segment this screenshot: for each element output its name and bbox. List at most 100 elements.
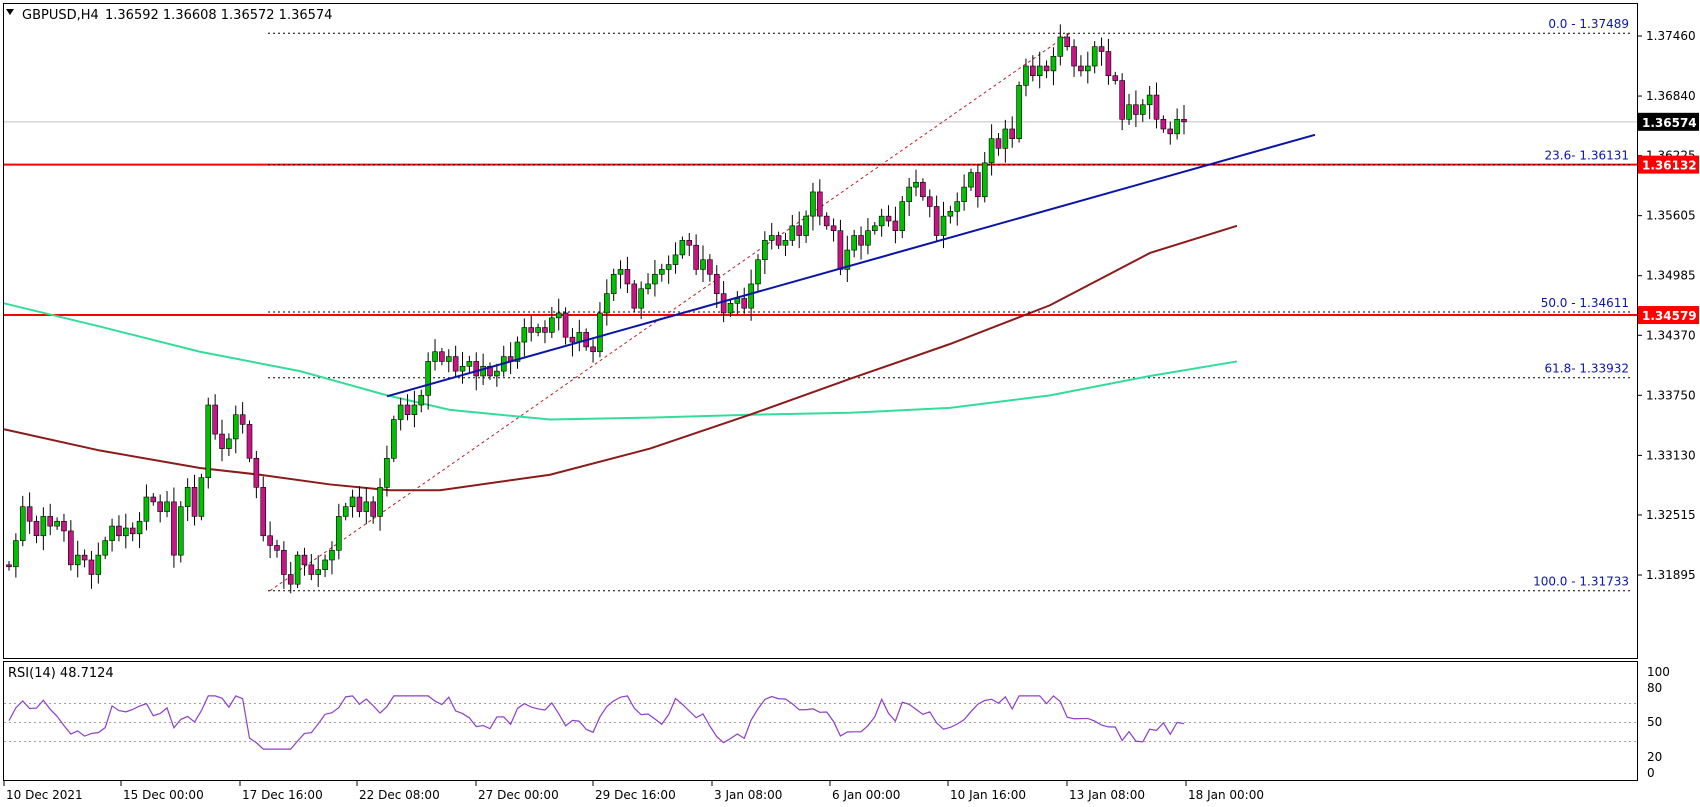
candle xyxy=(617,260,624,289)
candle-body xyxy=(1030,65,1036,77)
candle xyxy=(830,218,837,242)
candle-body xyxy=(33,520,40,537)
rsi-pane-frame xyxy=(3,661,1638,781)
candle xyxy=(123,513,129,549)
horizontal-lines xyxy=(4,121,1637,317)
candle-body xyxy=(54,520,60,527)
candle xyxy=(384,445,390,497)
candle-body xyxy=(899,201,906,231)
candle xyxy=(33,515,40,544)
candle-body xyxy=(102,540,108,556)
candle xyxy=(239,402,246,434)
candle-body xyxy=(239,414,246,425)
y-tick-label: 1.33130 xyxy=(1646,448,1696,462)
candle-body xyxy=(336,516,342,551)
dropdown-triangle-icon[interactable] xyxy=(6,9,14,15)
candle-body xyxy=(1098,46,1105,52)
candle-body xyxy=(432,351,438,362)
candle xyxy=(61,513,67,542)
candle-body xyxy=(342,506,349,517)
candle-body xyxy=(638,288,644,309)
candle-body xyxy=(253,457,260,488)
candle xyxy=(397,397,404,431)
time-axis: 10 Dec 2021 15 Dec 00:00 17 Dec 16:00 22 De… xyxy=(3,781,1264,802)
candle xyxy=(425,352,431,410)
candle xyxy=(267,521,273,559)
candle-body xyxy=(700,259,706,270)
candle xyxy=(315,555,322,588)
x-tick-label: 10 Dec 2021 xyxy=(6,788,83,802)
price-tag-box xyxy=(1638,155,1699,174)
candle xyxy=(844,235,851,283)
main-pane-frame xyxy=(3,3,1638,659)
candle-body xyxy=(61,520,67,532)
candle xyxy=(597,302,603,358)
candle-body xyxy=(803,215,809,236)
candle xyxy=(1078,55,1084,77)
candle xyxy=(47,503,54,536)
y-tick-label: 1.35605 xyxy=(1646,209,1696,223)
candle xyxy=(1119,73,1125,131)
candle xyxy=(226,433,232,456)
candle xyxy=(68,520,74,571)
candlesticks xyxy=(6,24,1187,594)
candle xyxy=(1064,33,1070,51)
candle-body xyxy=(569,336,576,343)
candle xyxy=(899,196,906,239)
candle xyxy=(88,550,95,589)
candle-body xyxy=(1139,104,1146,115)
candle-body xyxy=(851,235,857,251)
candle xyxy=(988,124,995,176)
candle xyxy=(521,318,528,357)
candle-body xyxy=(871,225,878,231)
candle xyxy=(995,133,1002,156)
candle xyxy=(775,231,782,250)
candle xyxy=(926,189,933,218)
candle xyxy=(500,345,507,377)
candle xyxy=(906,177,912,216)
candle-body xyxy=(741,298,748,309)
candle-body xyxy=(349,496,356,508)
candle-body xyxy=(1105,51,1112,77)
y-tick-label: 1.33750 xyxy=(1646,388,1696,402)
candle xyxy=(658,263,665,282)
candle-body xyxy=(1036,65,1043,77)
candle-body xyxy=(1146,94,1153,106)
candle xyxy=(390,415,397,463)
candle xyxy=(748,269,754,321)
fibo-trend-diagonal xyxy=(269,32,1071,592)
candle-body xyxy=(762,240,768,261)
candle-body xyxy=(617,269,624,275)
candle-body xyxy=(528,327,535,333)
y-tick-label: 1.37460 xyxy=(1646,29,1696,43)
rsi-line xyxy=(8,695,1185,750)
candle-body xyxy=(817,191,823,217)
candle-body xyxy=(1112,75,1119,81)
candle xyxy=(95,542,102,584)
candle-body xyxy=(439,351,445,362)
candle xyxy=(1160,115,1167,133)
candle xyxy=(542,320,548,344)
candle xyxy=(281,541,287,589)
candle xyxy=(164,491,170,518)
candle-body xyxy=(975,172,981,198)
candle-body xyxy=(748,283,754,309)
candle xyxy=(1153,82,1160,129)
candle-body xyxy=(713,273,720,294)
candle xyxy=(116,515,122,542)
x-tick-label: 3 Jan 08:00 xyxy=(714,788,782,802)
candle-body xyxy=(768,235,775,241)
candle xyxy=(782,233,789,257)
candle xyxy=(679,236,686,259)
candle xyxy=(865,218,871,255)
candle-body xyxy=(287,574,294,585)
candle-body xyxy=(521,327,528,343)
candle-body xyxy=(267,535,273,546)
candle xyxy=(171,487,177,568)
candle xyxy=(796,211,803,249)
rsi-indicator: 100 80 50 20 0 xyxy=(4,665,1670,780)
candle xyxy=(686,233,693,257)
candle xyxy=(494,363,500,387)
rsi-tick-label: 80 xyxy=(1647,681,1662,695)
candle-body xyxy=(796,225,803,236)
